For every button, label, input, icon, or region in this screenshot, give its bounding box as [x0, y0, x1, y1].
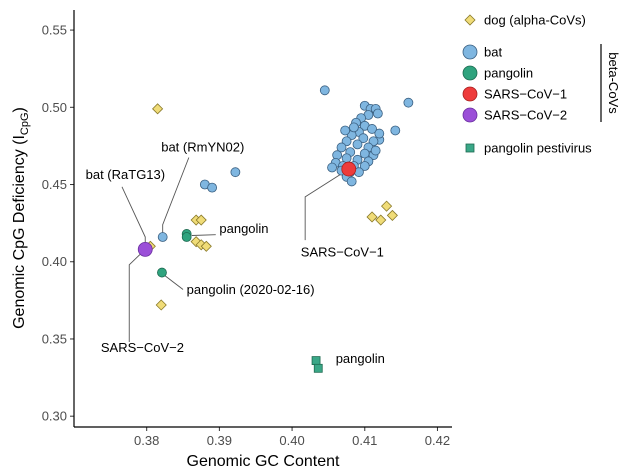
legend-label-pangolin: pangolin: [484, 66, 533, 81]
legend-key-pestivirus: [465, 143, 475, 153]
x-tick-label-0: 0.38: [134, 433, 159, 448]
point-dog-4: [195, 214, 207, 226]
point-bat-36: [327, 162, 337, 173]
point-bat-44: [348, 122, 359, 133]
point-bat-11: [372, 108, 383, 119]
annotation-line-2: [191, 234, 216, 236]
point-bat-24: [336, 142, 347, 153]
y-axis-title-main: Genomic CpG Deficiency (I: [11, 135, 28, 329]
annotation-line-1: [121, 186, 146, 250]
annotation-labels: bat (RmYN02) bat (RaTG13) pangolin pangolin…: [86, 139, 385, 366]
legend-label-sars1: SARS−CoV−1: [484, 87, 567, 102]
point-bat-5: [403, 97, 414, 108]
point-bat-41: [346, 176, 357, 187]
point-pangolin-2: [157, 267, 167, 278]
point-pangolin-1: [181, 232, 192, 242]
point-dog-9: [375, 214, 387, 226]
annotation-label-2: pangolin: [219, 221, 268, 236]
annotation-label-6: pangolin: [336, 351, 385, 366]
point-dog-8: [366, 211, 378, 223]
legend-label-bat: bat: [484, 45, 502, 60]
point-bat-3: [230, 167, 241, 178]
x-ticks: 0.38 0.39 0.40 0.41 0.42: [134, 427, 450, 448]
y-tick-label-5: 0.55: [42, 23, 67, 38]
x-axis-title: Genomic GC Content: [187, 453, 341, 470]
point-bat-43: [374, 128, 385, 139]
legend-label-sars2: SARS−CoV−2: [484, 108, 567, 123]
point-sars2-0: [137, 241, 153, 257]
legend-key-dog: [464, 14, 476, 26]
legend-key-bat: [462, 44, 478, 60]
y-tick-label-1: 0.35: [42, 331, 67, 346]
y-tick-label-0: 0.30: [42, 409, 67, 424]
data-points: [137, 85, 414, 373]
y-ticks: 0.30 0.35 0.40 0.45 0.50 0.55: [42, 23, 74, 424]
annotation-label-1: bat (RaTG13): [86, 167, 165, 182]
legend-key-pangolin: [462, 65, 478, 81]
x-tick-label-3: 0.41: [352, 433, 377, 448]
point-dog-11: [386, 209, 398, 221]
y-axis-title: Genomic CpG Deficiency (ICpG): [11, 107, 31, 329]
annotation-label-4: SARS−CoV−2: [101, 340, 184, 355]
annotation-label-0: bat (RmYN02): [161, 139, 244, 154]
annotation-line-3: [164, 275, 184, 290]
annotation-label-3: pangolin (2020-02-16): [187, 282, 315, 297]
y-axis-title-close: ): [11, 107, 28, 112]
point-bat-4: [319, 85, 330, 96]
x-tick-label-2: 0.40: [279, 433, 304, 448]
legend-key-sars2: [462, 107, 478, 123]
point-dog-10: [381, 200, 393, 212]
y-axis-title-sub: CpG: [19, 112, 31, 135]
annotation-line-0: [162, 157, 190, 238]
legend-group-label: beta-CoVs: [606, 52, 619, 114]
point-bat-0: [157, 232, 168, 242]
y-tick-label-3: 0.45: [42, 177, 67, 192]
y-tick-label-2: 0.40: [42, 254, 67, 269]
point-pestivirus-0: [311, 356, 321, 365]
annotation-line-4: [128, 249, 146, 343]
annotation-label-5: SARS−CoV−1: [301, 244, 384, 259]
point-bat-2: [207, 182, 218, 193]
point-bat-35: [359, 161, 370, 171]
x-tick-label-1: 0.39: [207, 433, 232, 448]
point-bat-19: [358, 133, 369, 144]
annotation-line-5: [304, 168, 350, 241]
point-bat-6: [390, 125, 401, 136]
point-sars1-0: [341, 161, 357, 177]
point-pestivirus-1: [313, 363, 323, 373]
point-dog-7: [200, 240, 212, 252]
legend: dog (alpha-CoVs) bat pangolin SARS−CoV−1 SAR…: [462, 13, 619, 156]
point-bat-16: [367, 124, 377, 134]
y-tick-label-4: 0.50: [42, 100, 67, 115]
point-dog-0: [152, 103, 164, 115]
point-bat-42: [370, 145, 381, 156]
x-tick-label-4: 0.42: [425, 433, 450, 448]
point-dog-2: [155, 299, 167, 311]
point-bat-45: [340, 125, 351, 136]
legend-label-pestivirus: pangolin pestivirus: [484, 141, 592, 156]
point-bat-22: [352, 139, 363, 150]
legend-label-dog: dog (alpha-CoVs): [484, 13, 586, 28]
legend-key-sars1: [462, 86, 478, 102]
